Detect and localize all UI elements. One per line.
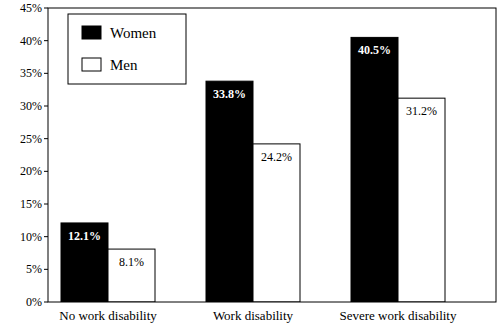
y-tick-label: 30% — [20, 99, 42, 113]
y-tick-label: 20% — [20, 164, 42, 178]
y-tick — [44, 8, 48, 9]
legend-label: Men — [110, 57, 138, 73]
bar — [398, 98, 445, 302]
y-tick — [44, 138, 48, 139]
legend-swatch — [82, 26, 101, 39]
x-tick-label: No work disability — [59, 308, 157, 323]
x-tick-label: Severe work disability — [340, 308, 457, 323]
y-tick-label: 0% — [26, 295, 42, 309]
y-tick — [44, 302, 48, 303]
chart: 0% 5% 10% 15% 20% 25% 30% 35% 40% 45% No work disa… — [0, 0, 500, 329]
legend-label: Women — [110, 25, 157, 41]
bar — [253, 144, 300, 302]
bar — [351, 37, 398, 302]
data-label: 40.5% — [358, 43, 391, 57]
x-tick-label: Work disability — [213, 308, 294, 323]
y-tick — [44, 269, 48, 270]
data-label: 33.8% — [213, 87, 246, 101]
y-tick-label: 15% — [20, 197, 42, 211]
legend-box — [68, 14, 186, 84]
y-tick-label: 5% — [26, 262, 42, 276]
y-tick-label: 25% — [20, 132, 42, 146]
data-label: 8.1% — [119, 255, 144, 269]
y-tick — [44, 73, 48, 74]
legend-swatch — [82, 58, 101, 71]
plot-frame — [48, 8, 496, 302]
data-label: 31.2% — [406, 104, 437, 118]
y-tick — [44, 171, 48, 172]
data-label: 24.2% — [261, 150, 292, 164]
y-tick-label: 10% — [20, 230, 42, 244]
y-tick-label: 40% — [20, 34, 42, 48]
y-tick — [44, 236, 48, 237]
data-label: 12.1% — [68, 229, 101, 243]
bar — [61, 223, 108, 302]
bar — [206, 81, 253, 302]
y-tick — [44, 204, 48, 205]
legend: Women Men — [68, 14, 186, 84]
y-tick — [44, 106, 48, 107]
y-tick — [44, 40, 48, 41]
bar — [108, 249, 155, 302]
y-tick-label: 45% — [20, 1, 42, 15]
y-tick-label: 35% — [20, 66, 42, 80]
